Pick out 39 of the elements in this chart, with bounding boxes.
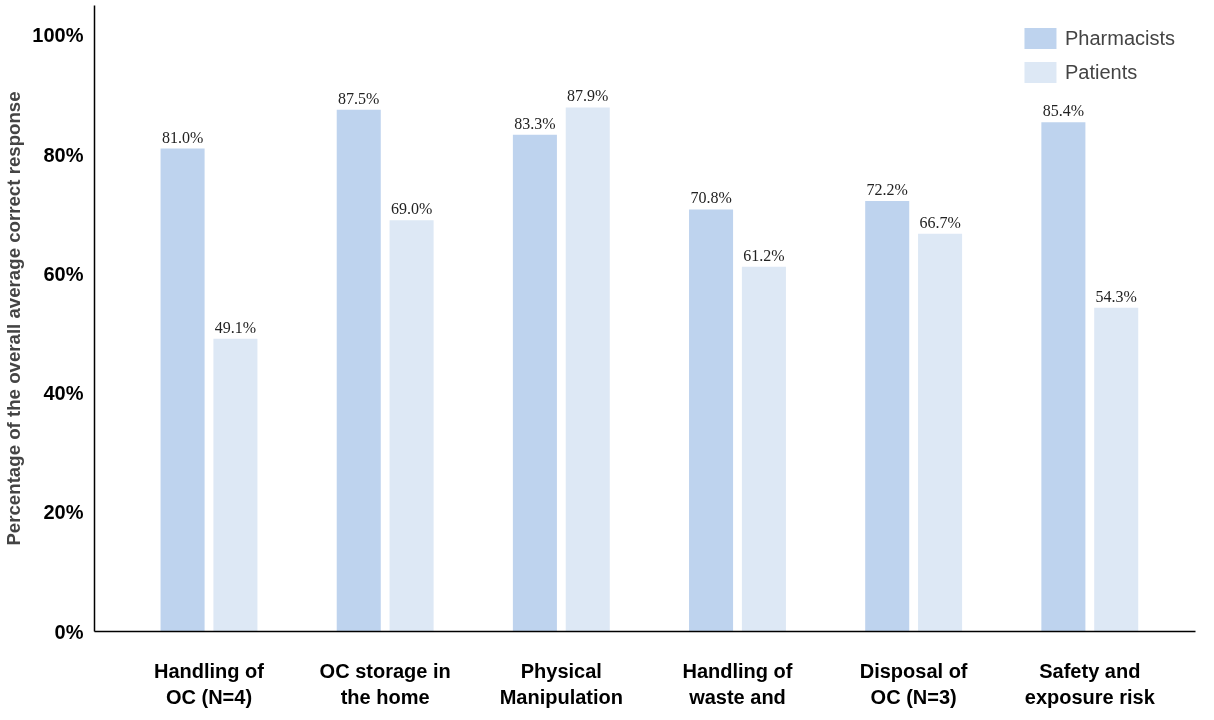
x-tick-label: OC storage in the home [319,659,451,708]
legend-label: Pharmacists [1064,26,1175,50]
bar [689,209,734,632]
data-label: 87.9% [567,87,609,105]
y-tick-label: 0% [54,620,84,643]
bar [336,109,381,632]
bar [1041,122,1086,632]
legend-label: Patients [1064,60,1138,84]
bar [389,220,434,632]
bar [741,266,786,632]
y-axis-title: Percentage of the overall average correct response [3,91,25,546]
y-tick-label: 80% [43,143,84,166]
data-label: 87.5% [338,89,380,107]
x-tick-label: Safety and exposure risk [1024,659,1156,708]
bar [918,233,963,632]
x-tick-label: Physical Manipulation [499,659,623,708]
x-tick-label: Disposal of OC (N=3) [859,659,968,708]
data-label: 69.0% [390,200,433,218]
data-label: 66.7% [919,213,961,231]
data-label: 61.2% [743,246,785,264]
data-label: 81.0% [161,128,204,146]
bar [213,338,258,632]
bar [865,201,910,632]
y-tick-label: 60% [43,262,84,285]
data-label: 83.3% [514,114,556,132]
data-label: 49.1% [214,318,257,336]
y-tick-label: 40% [43,382,84,405]
data-label: 85.4% [1042,102,1085,120]
y-tick-label: 20% [43,501,84,524]
y-tick-label: 100% [32,24,84,47]
x-tick-label: Handling of OC (N=4) [154,659,265,708]
bar [512,134,557,632]
data-label: 72.2% [866,181,908,199]
bar [160,148,205,632]
bar [565,107,610,632]
data-label: 70.8% [690,189,732,207]
x-tick-label: Handling of waste and [682,659,793,708]
bar [1094,307,1139,632]
data-label: 54.3% [1095,287,1137,305]
